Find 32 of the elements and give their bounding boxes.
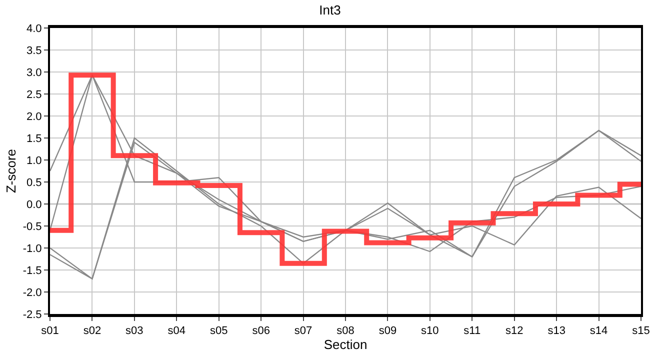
y-tick-label: -1.5 <box>22 264 42 277</box>
y-tick-label: 2.0 <box>26 110 42 123</box>
x-tick-label: s08 <box>336 325 354 338</box>
x-tick-label: s10 <box>421 325 439 338</box>
y-tick-label: 1.5 <box>26 132 42 145</box>
chart-title: Int3 <box>319 2 341 18</box>
y-tick-label: -2.0 <box>22 286 42 299</box>
x-tick-label: s02 <box>83 325 102 338</box>
x-tick-label: s04 <box>168 325 186 338</box>
y-tick-label: -2.5 <box>22 308 42 321</box>
x-axis-title: Section <box>324 337 368 352</box>
x-tick-label: s09 <box>378 325 397 338</box>
y-tick-label: -1.0 <box>22 242 42 255</box>
x-tick-label: s15 <box>632 325 650 338</box>
y-tick-label: 0.5 <box>26 176 42 189</box>
x-tick-label: s01 <box>41 325 59 338</box>
y-axis-title: Z-score <box>3 148 18 194</box>
x-tick-label: s05 <box>210 325 228 338</box>
y-tick-label: 3.0 <box>26 66 42 79</box>
y-tick-label: -0.5 <box>22 220 42 233</box>
x-tick-label: s06 <box>252 325 270 338</box>
y-tick-label: 1.0 <box>26 154 42 167</box>
y-tick-label: 4.0 <box>26 22 42 35</box>
x-tick-label: s03 <box>126 325 144 338</box>
y-tick-label: 2.5 <box>26 88 42 101</box>
x-tick-label: s12 <box>505 325 524 338</box>
x-tick-label: s13 <box>548 325 566 338</box>
x-tick-label: s14 <box>590 325 608 338</box>
y-tick-label: 3.5 <box>26 44 42 57</box>
y-tick-label: 0.0 <box>26 198 42 211</box>
x-tick-label: s07 <box>294 325 312 338</box>
x-tick-label: s11 <box>464 325 481 338</box>
